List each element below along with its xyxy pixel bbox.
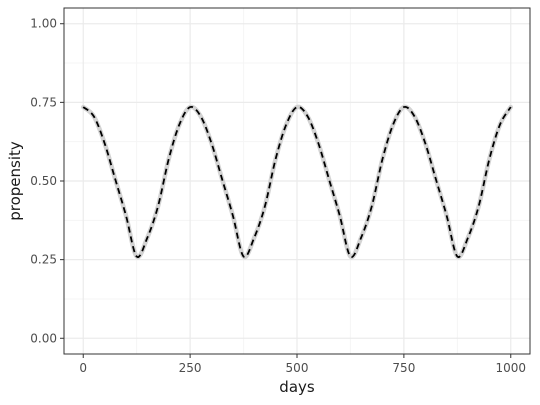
y-tick-label: 0.00 [30, 331, 57, 345]
major-gridlines [64, 8, 530, 354]
x-tick-label: 1000 [495, 361, 526, 375]
x-axis-title: days [279, 378, 315, 396]
x-tick-label: 250 [179, 361, 202, 375]
y-tick-label: 0.25 [30, 253, 57, 267]
series-layer [80, 104, 514, 260]
y-axis-ticks: 0.00 0.25 0.50 0.75 1.00 [30, 17, 64, 345]
y-tick-label: 1.00 [30, 17, 57, 31]
x-axis-ticks: 0 250 500 750 1000 [79, 354, 526, 375]
x-tick-label: 500 [286, 361, 309, 375]
x-tick-label: 0 [79, 361, 87, 375]
dashed-series-line [82, 105, 512, 258]
y-tick-label: 0.75 [30, 95, 57, 109]
y-tick-label: 0.50 [30, 174, 57, 188]
x-tick-label: 750 [392, 361, 415, 375]
y-axis-title: propensity [6, 141, 24, 221]
